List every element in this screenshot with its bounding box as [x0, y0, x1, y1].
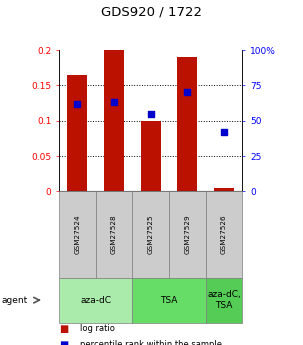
Bar: [177, 57, 198, 191]
Text: GSM27524: GSM27524: [75, 215, 80, 254]
Text: GSM27525: GSM27525: [148, 215, 154, 254]
Bar: [214, 188, 234, 191]
Text: aza-dC: aza-dC: [80, 296, 111, 305]
Point: [112, 100, 116, 105]
Text: percentile rank within the sample: percentile rank within the sample: [80, 340, 222, 345]
Bar: [67, 75, 88, 191]
Text: GDS920 / 1722: GDS920 / 1722: [101, 6, 202, 19]
Text: GSM27526: GSM27526: [221, 215, 227, 254]
Text: GSM27528: GSM27528: [111, 215, 117, 254]
Point: [185, 90, 190, 95]
Bar: [104, 50, 124, 191]
Point: [222, 129, 227, 135]
Text: ■: ■: [59, 324, 68, 334]
Point: [75, 101, 80, 107]
Text: aza-dC,
TSA: aza-dC, TSA: [207, 290, 241, 310]
Text: log ratio: log ratio: [80, 324, 115, 333]
Text: ■: ■: [59, 340, 68, 345]
Bar: [141, 121, 161, 191]
Text: agent: agent: [2, 296, 28, 305]
Point: [148, 111, 153, 117]
Text: TSA: TSA: [160, 296, 178, 305]
Text: GSM27529: GSM27529: [185, 215, 190, 254]
